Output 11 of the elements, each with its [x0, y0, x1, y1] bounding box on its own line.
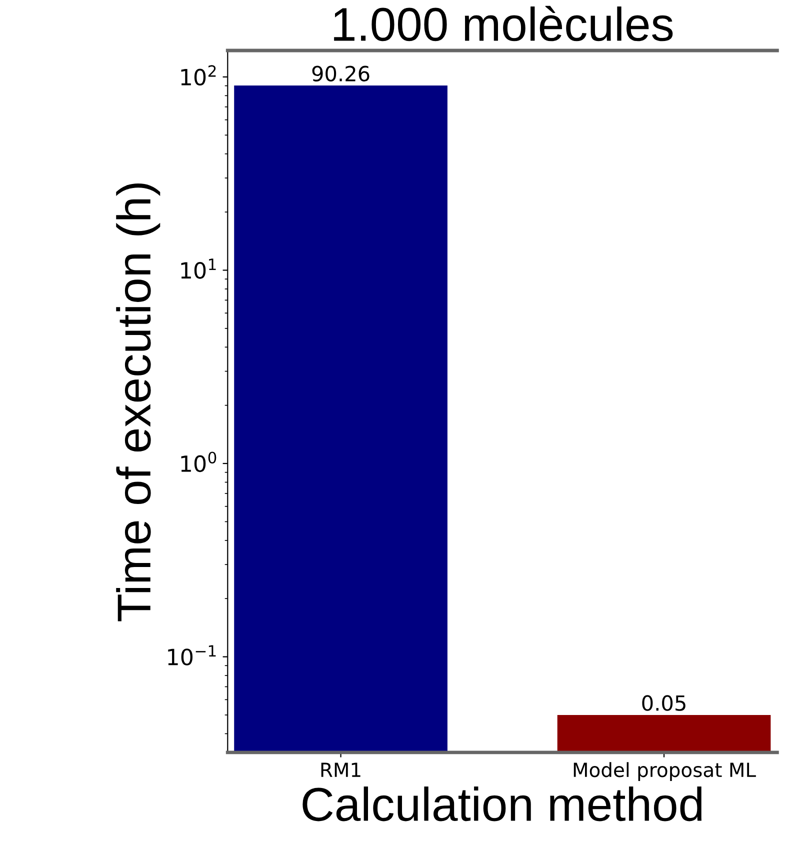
- x-axis-title: Calculation method: [302, 786, 702, 822]
- y-tick-label: 10$^{1}$: [181, 258, 216, 279]
- y-tick-label: 10$^{−1}$: [168, 645, 216, 666]
- x-tick-label: Model proposat ML: [574, 762, 756, 781]
- x-tick-label: RM1: [321, 762, 360, 777]
- y-tick-label: 10$^{2}$: [181, 65, 216, 86]
- y-axis-title: Time of execution (h): [116, 183, 160, 622]
- chart-title: 1.000 molècules: [334, 6, 673, 42]
- y-tick-label: 10$^{0}$: [181, 452, 216, 472]
- data-label: 0.05: [642, 695, 686, 711]
- data-label: 90.26: [312, 66, 370, 82]
